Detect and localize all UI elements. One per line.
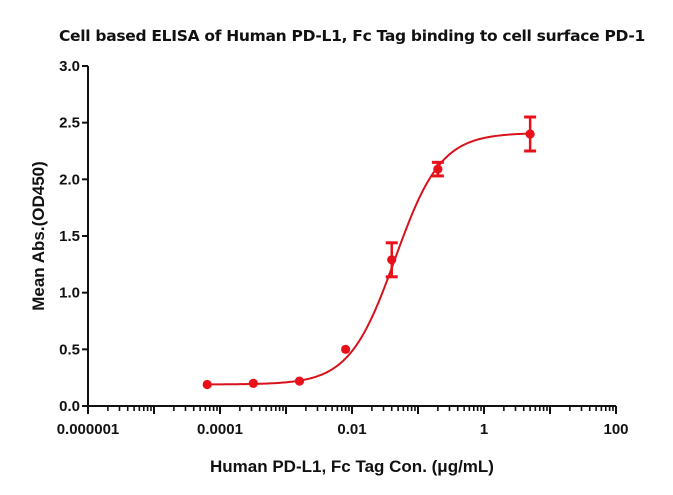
data-point-group — [385, 241, 398, 279]
x-tick-label: 0.01 — [337, 421, 366, 438]
data-point-group — [431, 160, 444, 178]
data-point-group — [202, 379, 212, 390]
y-tick-label: 3.0 — [59, 58, 80, 75]
x-tick-label: 0.0001 — [197, 421, 243, 438]
data-point-group — [524, 115, 537, 153]
y-tick-label: 2.0 — [59, 171, 80, 188]
y-axis-label: Mean Abs.(OD450) — [29, 161, 48, 311]
y-tick-label: 2.5 — [59, 115, 80, 132]
x-tick-label: 1 — [480, 421, 488, 438]
data-point — [248, 378, 258, 388]
x-tick-label: 0.000001 — [57, 421, 120, 438]
fit-curve — [207, 132, 531, 386]
data-point-group — [248, 378, 258, 388]
data-point-group — [294, 376, 305, 386]
data-point — [525, 129, 535, 139]
data-point — [387, 255, 397, 265]
y-tick-label: 1.0 — [59, 285, 80, 302]
x-tick-label: 100 — [603, 421, 628, 438]
data-point — [294, 376, 305, 386]
data-point — [202, 379, 212, 390]
data-point — [433, 164, 443, 174]
fit-layer — [207, 132, 531, 386]
chart-title: Cell based ELISA of Human PD-L1, Fc Tag … — [59, 27, 645, 45]
points-layer — [202, 115, 537, 390]
axes: 0.0 0.5 1.0 1.5 2.0 2.5 3.0 0.000001 0.0001 0.01 1… — [57, 58, 629, 438]
y-tick-label: 0.0 — [59, 398, 80, 415]
x-axis-label: Human PD-L1, Fc Tag Con. (μg/mL) — [210, 457, 494, 476]
data-point — [341, 344, 351, 354]
y-tick-label: 1.5 — [59, 228, 80, 245]
data-point-group — [341, 344, 351, 354]
y-tick-label: 0.5 — [59, 341, 80, 358]
